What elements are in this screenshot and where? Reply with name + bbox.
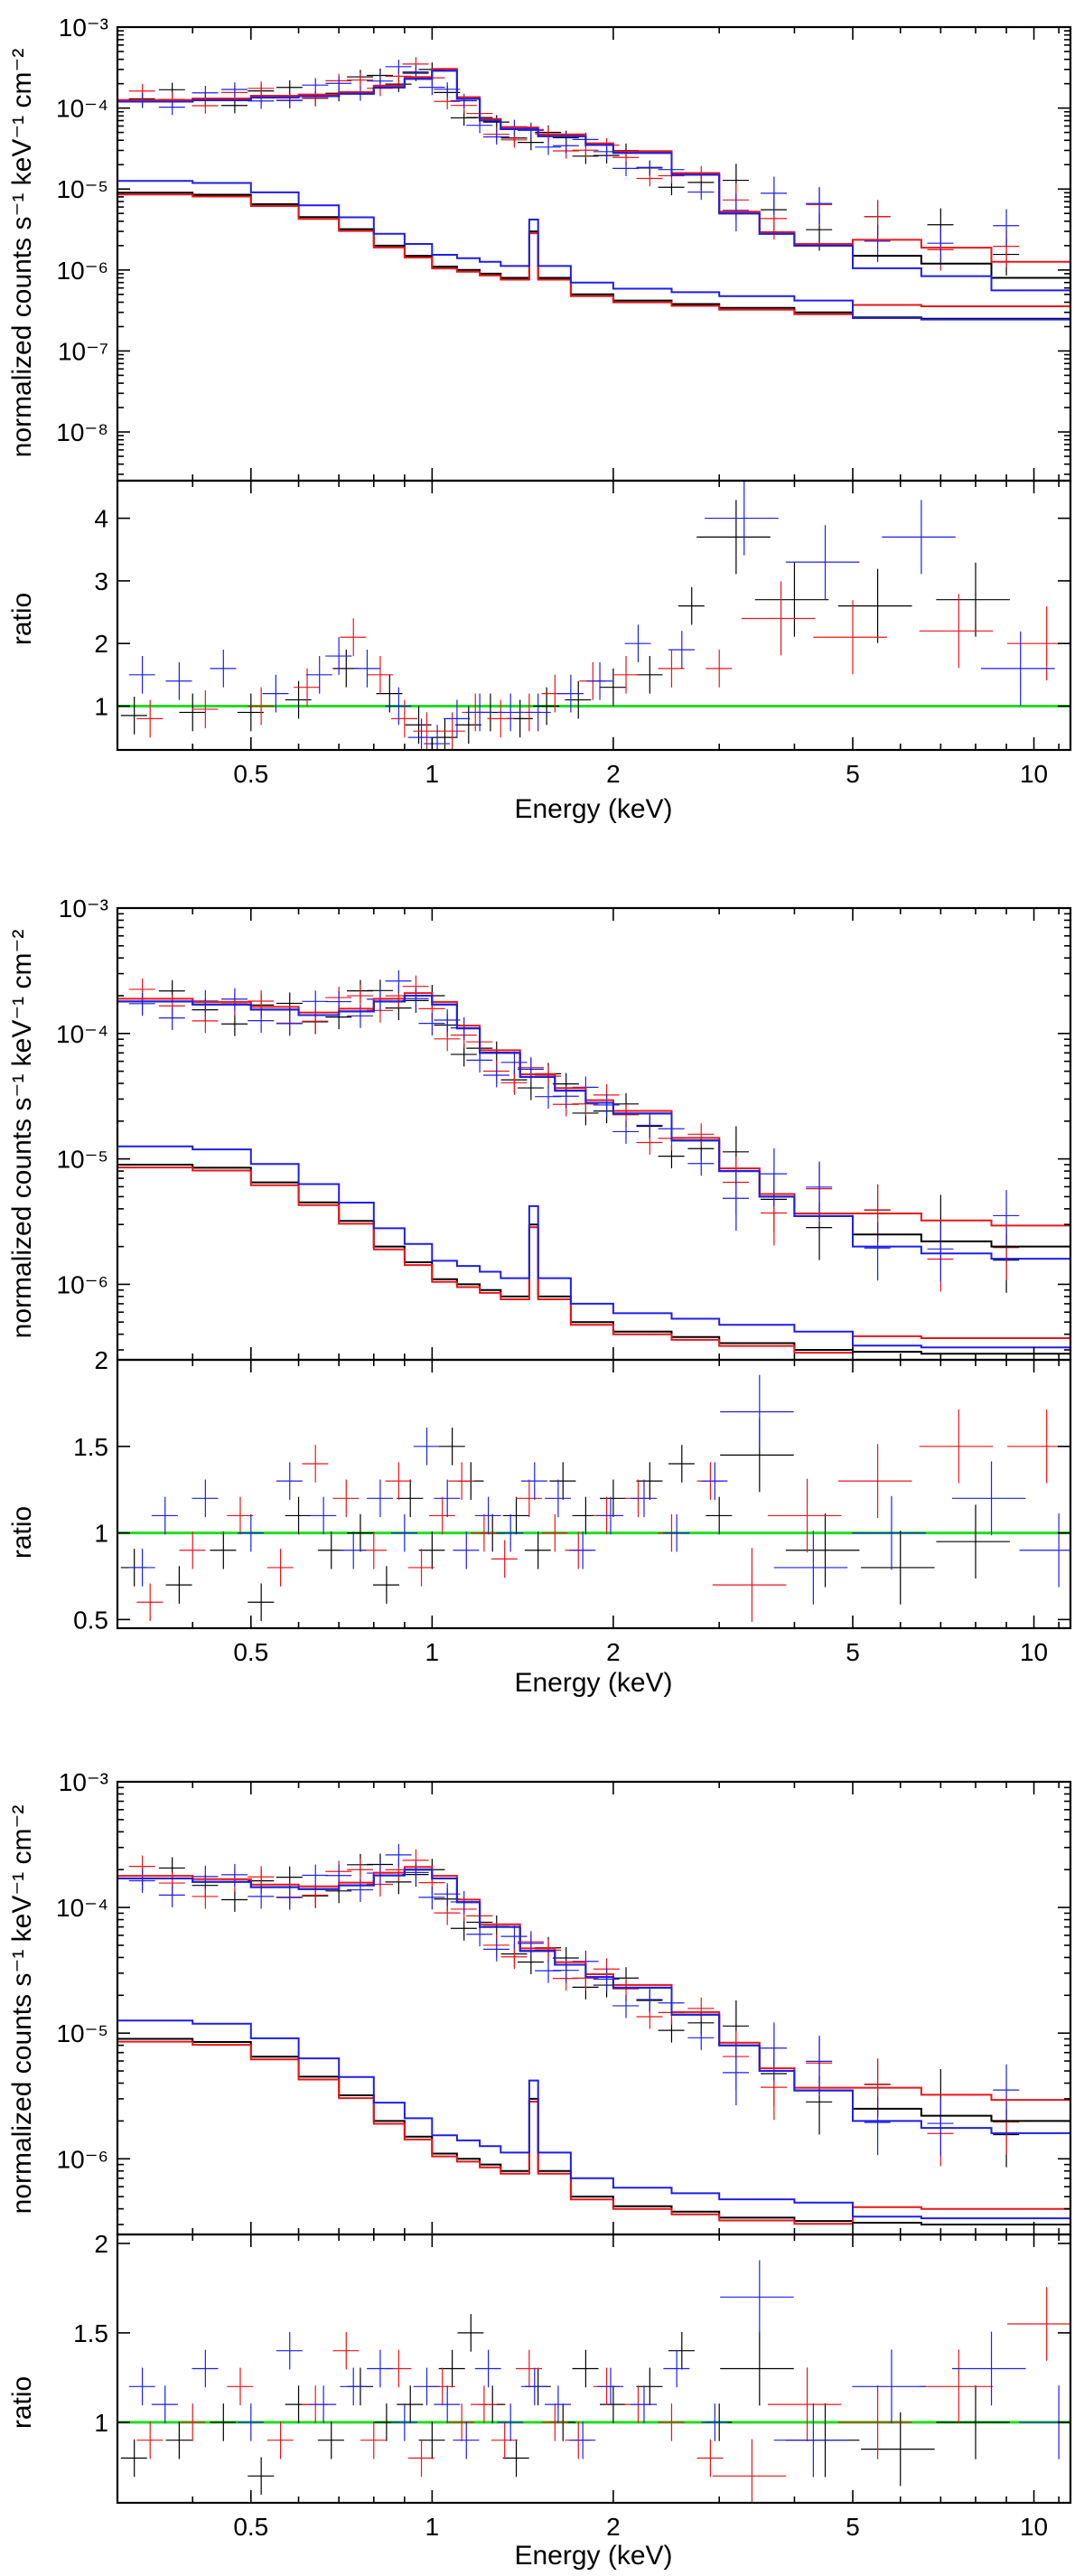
y-tick-label: 1.5 [73, 2319, 108, 2347]
x-tick-label: 10 [1020, 1638, 1048, 1666]
x-tick-label: 2 [606, 760, 621, 788]
spectrum-panel-2: 10⁻³ 10⁻⁴ 10⁻⁵ 10⁻⁶ [56, 895, 1072, 1362]
background-model-blue [117, 180, 1070, 321]
x-tick-label: 0.5 [233, 2513, 268, 2541]
source-model-red [117, 1866, 1070, 2102]
background-model-blue [117, 2019, 1070, 2220]
x-tick-label: 5 [846, 2513, 860, 2541]
y-tick-label: 1 [94, 692, 108, 720]
x-tick-label: 1 [425, 760, 440, 788]
y-tick-label: 10⁻⁷ [58, 337, 108, 365]
x-axis-label-1: Energy (keV) [514, 794, 672, 824]
x-tick-label: 5 [846, 1638, 860, 1666]
source-model-black [117, 995, 1070, 1248]
y-axis-label-ratio-2: ratio [7, 1506, 37, 1559]
y-axis-label-ratio-3: ratio [7, 2376, 37, 2429]
y-tick-label: 10⁻⁶ [57, 1270, 108, 1298]
x-tick-label: 10 [1020, 760, 1048, 788]
plot-area [117, 1374, 1070, 1622]
x-tick-label: 10 [1020, 2513, 1048, 2541]
plot-area [117, 57, 1070, 321]
y-axis-label-spectrum-3: normalized counts s⁻¹ keV⁻¹ cm⁻² [7, 1805, 37, 2215]
x-axis-label-3: Energy (keV) [514, 2541, 672, 2571]
axes-frame [116, 906, 1072, 1362]
y-tick-label: 1 [94, 2409, 108, 2437]
y-tick-label: 10⁻⁵ [56, 175, 108, 203]
y-tick-label: 10⁻⁶ [57, 257, 108, 285]
source-model-black [117, 1869, 1070, 2122]
y-tick-label: 10⁻³ [59, 14, 108, 42]
source-model-blue [117, 1869, 1070, 2134]
ratio-panel-1: 0.5 1 2 5 10 1 2 3 4 [94, 479, 1072, 788]
y-tick-label: 10⁻³ [59, 895, 108, 923]
y-tick-label: 2 [94, 630, 108, 658]
y-tick-label: 10⁻⁵ [56, 1146, 108, 1174]
y-tick-label: 10⁻⁸ [56, 418, 108, 446]
ratio-panel-3: 0.5 1 2 5 10 1 1.5 2 [73, 2230, 1072, 2541]
x-tick-label: 2 [606, 2513, 621, 2541]
source-model-red [117, 68, 1070, 263]
y-tick-label: 10⁻⁴ [56, 1020, 108, 1048]
plot-area [117, 2260, 1070, 2503]
x-axis-label-2: Energy (keV) [514, 1668, 672, 1698]
spectrum-panel-3: 10⁻³ 10⁻⁴ 10⁻⁵ 10⁻⁶ [56, 1768, 1072, 2236]
axes-frame [116, 2233, 1072, 2505]
y-tick-label: 1.5 [73, 1433, 108, 1461]
source-model-blue [117, 995, 1070, 1260]
source-model-blue [117, 70, 1070, 292]
y-axis-label-ratio-1: ratio [7, 593, 37, 645]
axes-frame [116, 1780, 1072, 2236]
y-tick-label: 2 [94, 1346, 108, 1374]
y-tick-label: 10⁻⁴ [56, 1894, 108, 1922]
background-model-red [117, 1166, 1070, 1354]
plot-area [117, 1843, 1070, 2225]
y-tick-label: 1 [94, 1520, 108, 1548]
ratio-panel-2: 0.5 1 2 5 10 0.5 1 1.5 2 [73, 1346, 1072, 1666]
source-model-red [117, 992, 1070, 1227]
y-axis-label-spectrum-2: normalized counts s⁻¹ keV⁻¹ cm⁻² [7, 930, 37, 1339]
axes-frame [116, 479, 1072, 752]
y-tick-label: 0.5 [73, 1606, 108, 1634]
plot-area [117, 481, 1070, 750]
y-tick-label: 10⁻⁶ [57, 2145, 108, 2173]
background-model-black [117, 2037, 1070, 2225]
y-tick-label: 3 [94, 567, 108, 595]
background-model-blue [117, 1145, 1070, 1349]
background-model-black [117, 192, 1070, 320]
x-tick-label: 1 [425, 2513, 440, 2541]
plot-area [117, 970, 1070, 1355]
x-tick-label: 0.5 [233, 760, 268, 788]
x-tick-label: 1 [425, 1638, 440, 1666]
y-tick-label: 4 [94, 505, 108, 533]
x-tick-label: 2 [606, 1638, 621, 1666]
y-axis-label-spectrum-1: normalized counts s⁻¹ keV⁻¹ cm⁻² [7, 49, 37, 458]
y-tick-label: 2 [94, 2230, 108, 2258]
y-tick-label: 10⁻⁵ [56, 2019, 108, 2047]
x-tick-label: 0.5 [233, 1638, 268, 1666]
spectrum-panel-1: 10⁻³ 10⁻⁴ 10⁻⁵ 10⁻⁶ 10⁻⁷ 10⁻⁸ [56, 14, 1072, 482]
background-model-red [117, 193, 1070, 315]
background-model-black [117, 1164, 1070, 1355]
background-model-red [117, 2040, 1070, 2225]
axes-frame [116, 1358, 1072, 1630]
y-tick-label: 10⁻⁴ [56, 95, 108, 123]
x-tick-label: 5 [846, 760, 860, 788]
y-tick-label: 10⁻³ [59, 1768, 108, 1796]
